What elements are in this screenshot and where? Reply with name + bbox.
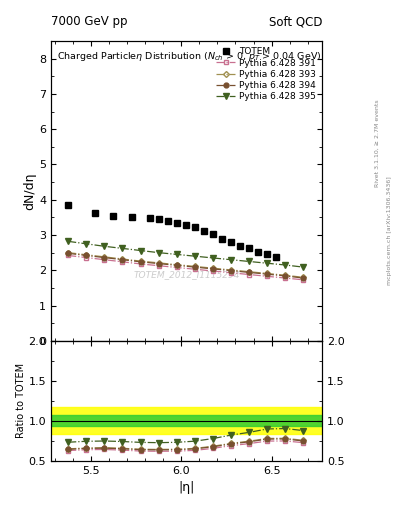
TOTEM <box>111 212 116 219</box>
Pythia 6.428 391 <box>265 273 270 280</box>
Pythia 6.428 393 <box>247 269 252 275</box>
Pythia 6.428 393 <box>120 256 125 262</box>
Pythia 6.428 394 <box>102 254 107 261</box>
Pythia 6.428 394 <box>247 269 252 275</box>
Pythia 6.428 394 <box>174 262 179 268</box>
Line: Pythia 6.428 393: Pythia 6.428 393 <box>66 250 305 280</box>
TOTEM <box>247 245 252 251</box>
Pythia 6.428 393 <box>156 260 161 266</box>
TOTEM <box>193 224 197 230</box>
Pythia 6.428 394 <box>229 268 233 274</box>
Pythia 6.428 395 <box>102 243 107 249</box>
Pythia 6.428 394 <box>66 250 71 257</box>
Pythia 6.428 391 <box>247 271 252 278</box>
TOTEM <box>174 220 179 226</box>
Text: Soft QCD: Soft QCD <box>269 15 322 28</box>
TOTEM <box>229 239 233 245</box>
Pythia 6.428 393 <box>193 263 197 269</box>
TOTEM <box>202 228 206 234</box>
Bar <box>51 415 322 426</box>
Text: Rivet 3.1.10, ≥ 2.7M events: Rivet 3.1.10, ≥ 2.7M events <box>375 99 380 187</box>
Pythia 6.428 394 <box>120 257 125 263</box>
Pythia 6.428 391 <box>174 264 179 270</box>
Pythia 6.428 394 <box>265 271 270 277</box>
TOTEM <box>238 243 242 249</box>
Pythia 6.428 395 <box>265 260 270 266</box>
Pythia 6.428 395 <box>66 238 71 244</box>
Pythia 6.428 391 <box>229 270 233 276</box>
Pythia 6.428 393 <box>265 270 270 276</box>
TOTEM <box>220 236 224 242</box>
Pythia 6.428 395 <box>193 253 197 259</box>
TOTEM <box>184 222 188 228</box>
Text: mcplots.cern.ch [arXiv:1306.3436]: mcplots.cern.ch [arXiv:1306.3436] <box>387 176 391 285</box>
Pythia 6.428 393 <box>138 258 143 264</box>
Pythia 6.428 394 <box>84 252 89 259</box>
Pythia 6.428 395 <box>229 257 233 263</box>
TOTEM <box>211 231 215 238</box>
Pythia 6.428 391 <box>193 266 197 272</box>
Pythia 6.428 395 <box>156 249 161 255</box>
Pythia 6.428 393 <box>102 254 107 260</box>
TOTEM <box>265 251 270 258</box>
Bar <box>51 407 322 434</box>
Pythia 6.428 393 <box>66 249 71 255</box>
Pythia 6.428 394 <box>211 266 215 272</box>
Pythia 6.428 393 <box>174 262 179 268</box>
Pythia 6.428 393 <box>211 265 215 271</box>
Pythia 6.428 391 <box>138 261 143 267</box>
Pythia 6.428 395 <box>247 259 252 265</box>
Line: Pythia 6.428 394: Pythia 6.428 394 <box>66 251 306 281</box>
Pythia 6.428 395 <box>174 251 179 258</box>
Text: TOTEM_2012_I1115294: TOTEM_2012_I1115294 <box>134 270 240 280</box>
Pythia 6.428 395 <box>283 262 288 268</box>
Line: Pythia 6.428 391: Pythia 6.428 391 <box>66 253 306 282</box>
Pythia 6.428 391 <box>84 254 89 261</box>
TOTEM <box>147 215 152 221</box>
Pythia 6.428 394 <box>193 264 197 270</box>
TOTEM <box>66 202 71 208</box>
Text: 7000 GeV pp: 7000 GeV pp <box>51 15 128 28</box>
Pythia 6.428 395 <box>301 264 306 270</box>
Pythia 6.428 394 <box>301 275 306 281</box>
Pythia 6.428 393 <box>229 267 233 273</box>
Pythia 6.428 391 <box>156 263 161 269</box>
TOTEM <box>156 217 161 223</box>
TOTEM <box>256 249 261 255</box>
Text: Charged Particle$\eta$ Distribution ($N_{ch}$ > 0, $p_T$ > 0.04 GeV): Charged Particle$\eta$ Distribution ($N_… <box>57 50 321 63</box>
Pythia 6.428 394 <box>138 259 143 265</box>
Y-axis label: dN/dη: dN/dη <box>23 172 36 209</box>
Pythia 6.428 394 <box>156 261 161 267</box>
Line: Pythia 6.428 395: Pythia 6.428 395 <box>66 239 306 270</box>
TOTEM <box>129 214 134 220</box>
Line: TOTEM: TOTEM <box>65 202 280 260</box>
Pythia 6.428 391 <box>283 275 288 281</box>
TOTEM <box>165 218 170 224</box>
Pythia 6.428 393 <box>84 252 89 258</box>
Pythia 6.428 391 <box>211 268 215 274</box>
Pythia 6.428 391 <box>102 257 107 263</box>
Pythia 6.428 395 <box>120 245 125 251</box>
Pythia 6.428 395 <box>84 241 89 247</box>
Pythia 6.428 394 <box>283 273 288 279</box>
Pythia 6.428 391 <box>120 259 125 265</box>
Y-axis label: Ratio to TOTEM: Ratio to TOTEM <box>16 363 26 438</box>
TOTEM <box>93 210 98 216</box>
Pythia 6.428 391 <box>301 277 306 283</box>
Legend: TOTEM, Pythia 6.428 391, Pythia 6.428 393, Pythia 6.428 394, Pythia 6.428 395: TOTEM, Pythia 6.428 391, Pythia 6.428 39… <box>212 44 320 105</box>
TOTEM <box>274 254 279 260</box>
Pythia 6.428 395 <box>138 247 143 253</box>
Pythia 6.428 393 <box>301 274 306 281</box>
Pythia 6.428 395 <box>211 255 215 261</box>
Pythia 6.428 393 <box>283 272 288 279</box>
X-axis label: |η|: |η| <box>178 481 195 494</box>
Pythia 6.428 391 <box>66 252 71 259</box>
